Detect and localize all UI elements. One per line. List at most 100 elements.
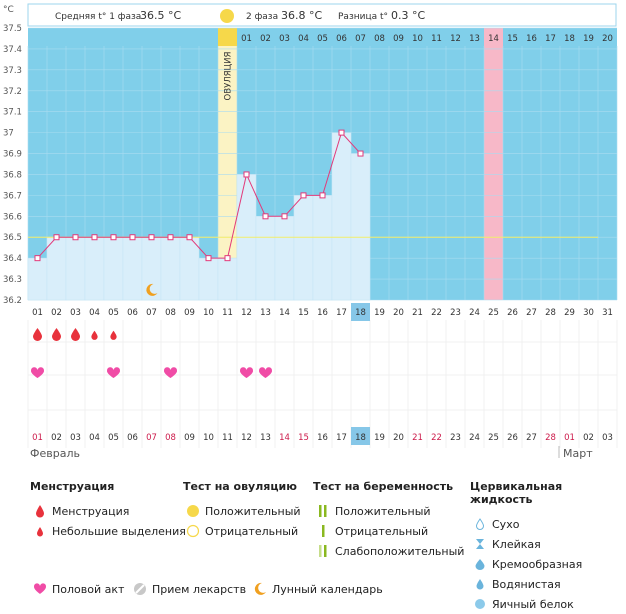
ovulation-column-top [218,28,237,46]
x-tick-label: 30 [583,308,594,318]
ovulation-label: ОВУЛЯЦИЯ [224,51,234,100]
legend-label: Положительный [335,504,431,518]
temperature-bar [46,236,67,301]
y-tick-label: 37 [3,129,14,139]
temperature-bar [312,195,333,301]
temperature-point [53,234,60,241]
x-tick-label: 10 [203,308,214,318]
test-weak-icon [313,545,333,557]
legend-item: Небольшие выделения [30,521,186,541]
temperature-point [319,192,326,199]
bottom-date-label: 12 [241,433,252,443]
y-tick-label: 36.2 [3,296,22,306]
y-tick-label: 37.1 [3,108,22,118]
y-tick-label: 37.2 [3,87,22,97]
temperature-point [262,213,269,220]
temperature-point [281,213,288,220]
menstruation-drop-icon [91,330,98,340]
phase-day-labels: 01 02 03 04 05 06 07 08 09 10 11 12 13 14 15 16 17 18 19 20 [241,34,613,44]
phase2-value: 36.8 °C [281,9,322,22]
diff-label: Разница t° [338,12,388,22]
legend-item: Водянистая [470,574,626,594]
temperature-bar [350,153,371,301]
selected-day-marker-bottom [351,427,370,445]
phase-day-label: 01 [241,34,252,44]
legend-item: Прием лекарств [130,579,250,599]
x-tick-label: 28 [545,308,556,318]
bottom-date-label: 06 [127,433,138,443]
temperature-point [338,129,345,136]
heart-icon [163,367,178,378]
sun-negative-icon [183,524,203,538]
phase-day-label: 04 [298,34,309,44]
phase2-label: 2 фаза [246,12,278,22]
bottom-date-label: 17 [336,433,347,443]
legend-label: Сухо [492,517,520,531]
legend-menstruation: Менструация Менструация Небольшие выделе… [30,480,186,541]
phase-day-label: 13 [469,34,480,44]
sun-positive-icon [183,504,203,518]
menstruation-drop-icon [71,328,80,341]
bottom-date-label: 05 [108,433,119,443]
x-tick-label: 14 [279,308,290,318]
x-tick-label: 16 [317,308,328,318]
bottom-date-label: 14 [279,433,290,443]
temperature-bar [274,216,295,301]
bottom-date-label: 13 [260,433,271,443]
x-tick-label: 21 [412,308,423,318]
month-mar: Март [563,447,593,460]
x-axis-day-labels: 01 02 03 04 05 06 07 08 09 10 11 12 13 14 15 16 17 18 19 20… [32,303,613,321]
x-tick-label: 06 [127,308,138,318]
ovulation-sun-icon [220,9,234,23]
temperature-bar [160,236,181,301]
bottom-date-label: 25 [488,433,499,443]
legend-label: Отрицательный [205,524,299,538]
bottom-date-label: 20 [393,433,404,443]
y-tick-label: 37.4 [3,45,22,55]
bottom-date-label: 11 [222,433,233,443]
y-tick-label: 36.9 [3,150,22,160]
phase-day-label: 16 [526,34,537,44]
legend-bottom: Половой акт Прием лекарств Лунный календ… [30,579,383,599]
phase-day-label: 08 [374,34,385,44]
temperature-bar [255,216,276,301]
bottom-date-label: 27 [526,433,537,443]
temperature-point [167,234,174,241]
drop-small-icon [30,526,50,537]
creamy-icon [470,558,490,570]
legend-item: Положительный [313,501,464,521]
phase1-label: Средняя t° 1 фаза [55,12,141,22]
x-tick-label: 22 [431,308,442,318]
moon-icon [250,582,270,596]
legend-menstruation-title: Менструация [30,480,115,493]
temperature-point [300,192,307,199]
temperature-point [129,234,136,241]
bottom-date-label: 02 [51,433,62,443]
legend-item: Отрицательный [313,521,464,541]
temperature-bar [141,236,162,301]
bottom-date-label: 21 [412,433,423,443]
watery-icon [470,578,490,590]
temperature-point [243,171,250,178]
phase-day-label: 12 [450,34,461,44]
header-box [27,3,617,27]
temperature-point [357,150,364,157]
bottom-date-label: 22 [431,433,442,443]
x-tick-label: 02 [51,308,62,318]
y-axis-ticks: 37.5 37.4 37.3 37.2 37.1 37 36.9 36.8 36.7 36.6 36… [3,24,22,306]
phase-day-label: 05 [317,34,328,44]
x-tick-label: 08 [165,308,176,318]
month-feb: Февраль [30,447,80,460]
heart-icon [258,367,273,378]
temperature-chart: Средняя t° 1 фаза 36.5 °C 2 фаза 36.8 °C… [3,3,618,460]
x-tick-label: 15 [298,308,309,318]
bottom-date-label: 03 [602,433,613,443]
temperature-bars [27,132,598,301]
temperature-bar [293,195,314,301]
legend-cervical-title: Цервикальная жидкость [470,480,563,506]
bottom-date-label: 10 [203,433,214,443]
legend-item: Лунный календарь [250,579,383,599]
legend-label: Клейкая [492,537,541,551]
phase-day-label: 19 [583,34,594,44]
bottom-date-label: 23 [450,433,461,443]
